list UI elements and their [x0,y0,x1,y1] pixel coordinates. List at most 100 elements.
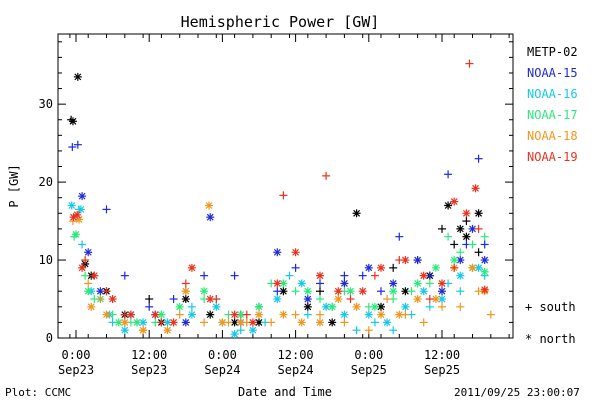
point-north-noaa-19 [316,271,324,280]
point-south-noaa-16 [285,271,294,280]
point-north-noaa-19 [462,209,471,218]
point-north-metp-02 [328,318,337,327]
point-south-metp-02 [316,287,324,296]
point-south-noaa-15 [480,240,489,249]
point-south-noaa-18 [419,318,428,327]
point-north-noaa-17 [413,279,422,288]
point-north-noaa-16 [67,201,76,210]
legend-entry-metp-02: METP-02 [527,45,578,59]
point-south-noaa-15 [444,170,453,179]
point-north-metp-02 [474,209,483,218]
x-tick-date-label: Sep25 [351,363,387,377]
point-north-noaa-16 [248,326,257,335]
point-north-noaa-19 [151,310,160,319]
point-north-noaa-18 [352,302,361,311]
point-south-noaa-17 [81,271,90,280]
point-north-noaa-19 [438,279,446,288]
point-north-noaa-15 [84,248,93,257]
x-tick-time-label: 0:00 [62,348,91,362]
point-south-noaa-19 [425,295,434,304]
point-north-metp-02 [462,232,471,241]
point-north-noaa-15 [480,256,489,265]
point-north-noaa-19 [471,184,480,193]
point-south-noaa-18 [486,310,495,319]
point-south-noaa-17 [425,279,434,288]
point-north-noaa-18 [413,295,422,304]
point-south-noaa-18 [267,318,276,327]
point-north-noaa-19 [90,271,99,280]
x-tick-date-label: Sep25 [424,363,460,377]
point-south-noaa-19 [242,310,251,319]
y-axis-label: P [GW] [7,164,21,207]
point-south-noaa-15 [102,205,111,214]
point-north-metp-02 [206,310,215,319]
point-south-noaa-19 [346,295,355,304]
point-north-noaa-16 [419,287,428,296]
point-north-metp-02 [73,72,82,81]
point-north-noaa-17 [431,263,440,272]
point-north-noaa-16 [340,310,349,319]
point-north-noaa-19 [187,263,196,272]
point-south-metp-02 [450,240,459,249]
point-south-noaa-19 [102,287,111,296]
point-north-noaa-18 [181,287,190,296]
point-north-noaa-18 [316,318,324,327]
point-north-noaa-19 [450,197,459,206]
point-south-noaa-16 [389,326,398,335]
x-axis-label: Date and Time [238,385,332,399]
point-north-metp-02 [444,201,453,210]
x-tick-date-label: Sep24 [204,363,240,377]
point-north-noaa-17 [303,287,312,296]
point-north-noaa-15 [181,318,190,327]
point-north-noaa-17 [133,318,141,327]
point-south-noaa-19 [157,318,166,327]
legend-entry-noaa-16: NOAA-16 [527,87,578,101]
point-south-noaa-18 [175,310,184,319]
point-north-noaa-15 [389,279,398,288]
point-north-noaa-17 [370,302,379,311]
point-north-noaa-16 [297,279,306,288]
point-south-noaa-16 [78,240,87,249]
point-south-metp-02 [389,263,398,272]
point-south-noaa-17 [407,287,416,296]
legend-entry-noaa-19: NOAA-19 [527,150,578,164]
x-tick-time-label: 12:00 [278,348,314,362]
point-north-noaa-17 [346,287,355,296]
point-north-noaa-18 [236,318,245,327]
point-south-noaa-19 [279,191,288,200]
point-south-noaa-19 [474,224,483,233]
point-north-noaa-16 [322,302,331,311]
point-south-noaa-17 [480,232,489,241]
point-north-noaa-16 [120,326,129,335]
point-north-noaa-17 [328,302,337,311]
point-south-noaa-15 [377,287,385,296]
point-south-noaa-15 [230,271,239,280]
point-north-noaa-19 [108,295,117,304]
point-north-noaa-18 [334,295,343,304]
point-south-noaa-18 [383,295,392,304]
point-north-noaa-18 [468,263,477,272]
point-south-noaa-15 [340,271,349,280]
point-north-metp-02 [352,209,361,218]
point-north-noaa-18 [218,318,227,327]
footer-right: 2011/09/25 23:00:07 [454,386,580,399]
point-north-noaa-18 [102,310,111,319]
point-south-noaa-16 [352,326,361,335]
point-south-noaa-15 [273,287,282,296]
legend: METP-02 NOAA-15 NOAA-16 NOAA-17 NOAA-18 NOAA-… [527,45,578,164]
axes-ticks: 01020300:00Sep2312:00Sep230:00Sep2412:00… [39,34,513,377]
y-tick-label: 10 [39,253,53,267]
point-north-noaa-15 [273,248,282,257]
point-south-noaa-16 [236,326,245,335]
point-south-noaa-17 [316,295,324,304]
point-north-metp-02 [68,117,77,126]
point-south-noaa-17 [468,240,477,249]
point-south-noaa-16 [187,302,196,311]
point-north-noaa-19 [78,263,87,272]
point-north-noaa-17 [255,302,263,311]
point-north-noaa-19 [480,285,489,294]
point-north-noaa-19 [377,263,385,272]
point-south-noaa-19 [181,279,190,288]
legend-south-marker: + south [525,300,576,314]
